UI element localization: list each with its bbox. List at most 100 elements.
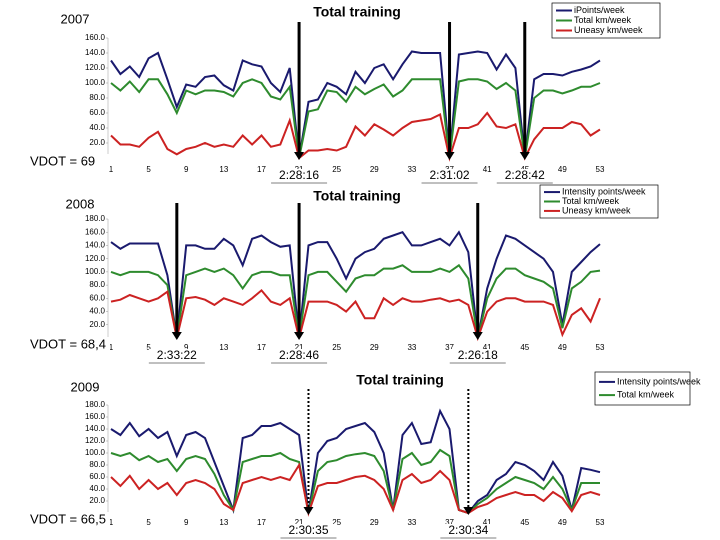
x-tick-label: 5 xyxy=(146,343,151,352)
marker-label: 2:31:02 xyxy=(430,168,470,182)
series-line xyxy=(110,78,601,159)
marker-label-bg xyxy=(496,169,553,183)
vdot-label: VDOT = 68,4 xyxy=(30,336,106,351)
y-tick-label: 180.0 xyxy=(85,214,106,223)
x-tick-label: 33 xyxy=(407,343,416,352)
x-tick-label: 45 xyxy=(520,518,529,527)
legend-box xyxy=(594,371,691,406)
x-tick-label: 49 xyxy=(558,518,567,527)
x-tick-label: 33 xyxy=(407,518,416,527)
legend-label: Intensity points/week xyxy=(562,186,646,196)
vdot-label: VDOT = 66,5 xyxy=(30,511,106,526)
x-tick-label: 53 xyxy=(596,518,605,527)
x-tick-label: 13 xyxy=(219,518,228,527)
x-tick-label: 21 xyxy=(295,518,304,527)
marker-arrow xyxy=(303,507,314,515)
marker-arrow xyxy=(519,152,530,160)
y-tick-label: 120.0 xyxy=(85,254,106,263)
legend-label: Total km/week xyxy=(617,389,675,399)
x-tick-label: 25 xyxy=(332,165,341,174)
legend-label: Uneasy km/week xyxy=(574,25,643,35)
x-tick-label: 1 xyxy=(109,518,114,527)
legend-label: Intensity points/week xyxy=(617,376,701,386)
x-tick-label: 37 xyxy=(445,343,454,352)
legend-label: Total km/week xyxy=(574,15,632,25)
marker-label: 2:28:46 xyxy=(279,348,319,362)
y-tick-label: 40.0 xyxy=(89,123,105,132)
marker-arrow xyxy=(463,507,474,515)
series-line xyxy=(110,230,601,339)
marker-label: 2:30:34 xyxy=(448,523,488,537)
year-label: 2008 xyxy=(66,196,95,211)
legend-label: Uneasy km/week xyxy=(562,205,631,215)
x-tick-label: 25 xyxy=(332,518,341,527)
x-tick-label: 21 xyxy=(295,343,304,352)
x-tick-label: 53 xyxy=(596,165,605,174)
marker-label-bg xyxy=(148,349,205,363)
chart: Total training 2008 20.0 40.0 60.0 80.0 100.0 1… xyxy=(28,184,659,364)
chart-title: Total training xyxy=(356,372,444,388)
x-tick-label: 5 xyxy=(146,518,151,527)
x-tick-label: 29 xyxy=(370,518,379,527)
marker-label: 2:28:16 xyxy=(279,168,319,182)
y-tick-label: 100.0 xyxy=(85,78,106,87)
marker-arrow xyxy=(171,332,182,340)
x-tick-label: 41 xyxy=(483,343,492,352)
series-line xyxy=(110,111,601,162)
y-tick-label: 40.0 xyxy=(89,484,105,493)
x-tick-label: 29 xyxy=(370,343,379,352)
chart-title: Total training xyxy=(313,4,401,20)
y-tick-label: 160.0 xyxy=(85,33,106,42)
marker-arrow xyxy=(294,152,305,160)
x-tick-label: 41 xyxy=(483,518,492,527)
y-tick-label: 160.0 xyxy=(85,227,106,236)
y-tick-label: 60.0 xyxy=(89,293,105,302)
y-tick-label: 100.0 xyxy=(85,448,106,457)
marker-label: 2:28:42 xyxy=(505,168,545,182)
x-tick-label: 17 xyxy=(257,165,266,174)
y-tick-label: 140.0 xyxy=(85,241,106,250)
x-tick-label: 5 xyxy=(146,165,151,174)
marker-label: 2:30:35 xyxy=(288,523,328,537)
marker-label-bg xyxy=(271,349,328,363)
chart: Total training 2007 20.0 40.0 60.0 80.0 100.0 1… xyxy=(28,2,661,184)
x-tick-label: 9 xyxy=(184,165,189,174)
x-tick-label: 45 xyxy=(520,343,529,352)
y-tick-label: 120.0 xyxy=(85,436,106,445)
x-tick-label: 1 xyxy=(109,165,114,174)
y-tick-label: 20.0 xyxy=(89,496,105,505)
y-tick-label: 40.0 xyxy=(89,307,105,316)
x-tick-label: 9 xyxy=(184,343,189,352)
series-line xyxy=(110,408,601,515)
y-tick-label: 120.0 xyxy=(85,63,106,72)
marker-arrow xyxy=(294,332,305,340)
legend-label: Total km/week xyxy=(562,196,620,206)
chart-title: Total training xyxy=(313,188,401,204)
marker-arrow xyxy=(444,152,455,160)
y-tick-label: 80.0 xyxy=(89,460,105,469)
y-tick-label: 20.0 xyxy=(89,138,105,147)
x-tick-label: 17 xyxy=(257,343,266,352)
x-tick-label: 49 xyxy=(558,343,567,352)
marker-label-bg xyxy=(449,349,506,363)
x-tick-label: 13 xyxy=(219,165,228,174)
y-tick-label: 20.0 xyxy=(89,320,105,329)
x-tick-label: 9 xyxy=(184,518,189,527)
x-tick-label: 17 xyxy=(257,518,266,527)
y-tick-label: 80.0 xyxy=(89,93,105,102)
marker-label: 2:26:18 xyxy=(458,348,498,362)
y-tick-label: 60.0 xyxy=(89,472,105,481)
y-tick-label: 140.0 xyxy=(85,424,106,433)
marker-label-bg xyxy=(280,524,337,538)
y-tick-label: 100.0 xyxy=(85,267,106,276)
series-line xyxy=(110,288,601,342)
legend-label: iPoints/week xyxy=(574,5,625,15)
vdot-label: VDOT = 69 xyxy=(30,153,95,168)
marker-label: 2:33:22 xyxy=(157,348,197,362)
x-tick-label: 33 xyxy=(407,165,416,174)
y-tick-label: 80.0 xyxy=(89,280,105,289)
vdot-bg xyxy=(28,154,110,170)
x-tick-label: 25 xyxy=(332,343,341,352)
marker-arrow xyxy=(472,332,483,340)
marker-label-bg xyxy=(271,169,328,183)
